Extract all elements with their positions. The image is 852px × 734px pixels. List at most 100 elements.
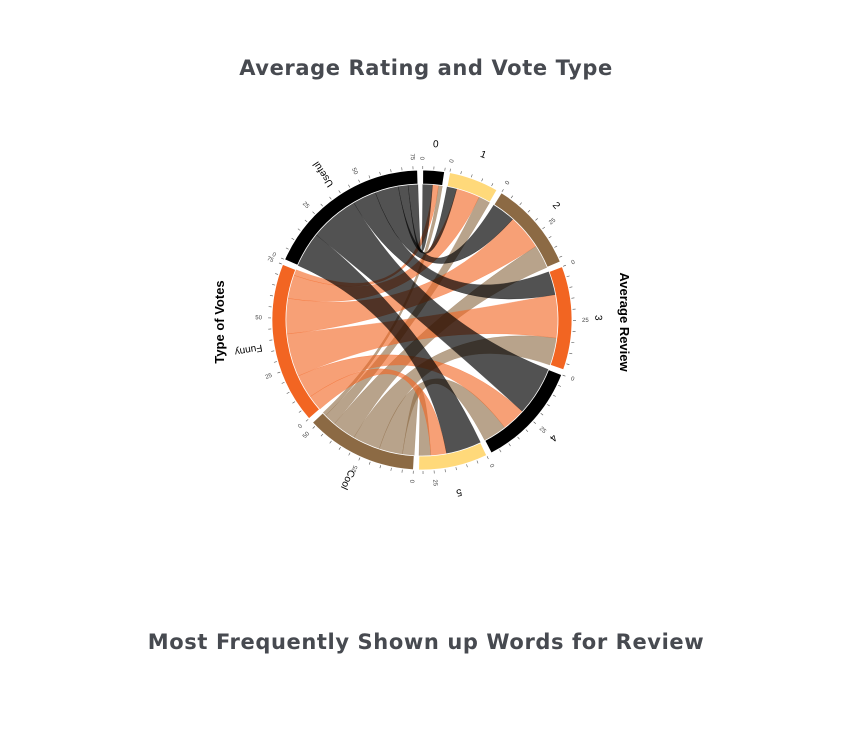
- tick-vote-funny: [271, 350, 275, 352]
- tick-rating-5: [466, 464, 468, 468]
- tick-vote-funny: [272, 284, 276, 286]
- tick-vote-useful: [338, 190, 341, 194]
- tick-vote-cool: [358, 457, 361, 461]
- tick-rating-4: [552, 394, 556, 397]
- group-label-vote-funny: Funny: [234, 342, 263, 358]
- arc-rating-2: [493, 192, 561, 268]
- tick-rating-3: [566, 363, 570, 365]
- tick-vote-funny: [278, 262, 282, 265]
- tick-label-rating-3: 25: [582, 318, 589, 324]
- tick-vote-useful: [297, 228, 301, 231]
- tick-vote-cool: [338, 447, 341, 450]
- tick-vote-funny: [298, 410, 302, 413]
- chord-groups: 0001025202530254025502550Cool0255075Funn…: [234, 139, 604, 498]
- tick-label-rating-1: 0: [449, 158, 456, 163]
- arc-rating-3: [548, 266, 573, 371]
- tick-vote-useful: [291, 237, 295, 240]
- tick-vote-useful: [312, 211, 315, 215]
- tick-label-rating-4: 25: [538, 426, 547, 435]
- tick-rating-2: [559, 255, 563, 258]
- tick-rating-2: [501, 189, 504, 193]
- tick-label-vote-funny: 75: [266, 256, 275, 264]
- tick-rating-2: [542, 226, 546, 230]
- tick-rating-2: [554, 245, 558, 248]
- tick-vote-useful: [320, 203, 323, 207]
- tick-rating-3: [563, 264, 567, 267]
- tick-vote-funny: [305, 419, 309, 422]
- tick-rating-5: [455, 467, 457, 471]
- tick-vote-useful: [329, 196, 332, 200]
- tick-vote-useful: [379, 171, 381, 175]
- left-axis-title: Type of Votes: [212, 280, 227, 363]
- tick-rating-4: [533, 421, 537, 424]
- tick-label-rating-2: 25: [548, 217, 557, 226]
- tick-rating-5: [476, 460, 479, 464]
- tick-rating-1: [471, 174, 473, 178]
- arc-vote-cool: [311, 412, 415, 471]
- tick-rating-5: [486, 456, 489, 460]
- tick-vote-funny: [286, 391, 290, 394]
- tick-label-rating-4: 0: [570, 376, 576, 383]
- tick-label-vote-funny: 0: [297, 423, 304, 430]
- tick-vote-cool: [390, 467, 392, 471]
- tick-vote-useful: [358, 179, 361, 183]
- tick-rating-3: [569, 286, 573, 288]
- tick-rating-1: [491, 183, 494, 187]
- tick-vote-funny: [277, 371, 281, 374]
- arc-rating-0: [422, 169, 446, 187]
- chord-ribbons: [285, 183, 559, 457]
- right-axis-title: Average Review: [617, 272, 632, 372]
- arc-rating-5: [418, 442, 488, 471]
- tick-vote-cool: [320, 433, 324, 437]
- tick-vote-cool: [329, 440, 332, 444]
- group-label-rating-4: 4: [547, 432, 559, 444]
- tick-vote-cool: [312, 426, 316, 429]
- group-label-rating-0: 0: [433, 139, 440, 150]
- tick-rating-2: [510, 195, 514, 199]
- tick-rating-4: [525, 429, 529, 432]
- tick-vote-useful: [348, 184, 351, 188]
- tick-vote-cool: [379, 465, 382, 469]
- tick-rating-3: [566, 275, 570, 278]
- tick-rating-2: [527, 209, 531, 213]
- group-label-rating-1: 1: [479, 149, 488, 161]
- arc-rating-1: [446, 172, 498, 203]
- tick-label-rating-0: 0: [420, 156, 426, 160]
- section-title: Most Frequently Shown up Words for Revie…: [147, 630, 705, 654]
- tick-label-vote-cool: 25: [351, 464, 359, 473]
- group-label-rating-5: 5: [455, 486, 463, 498]
- group-label-rating-3: 3: [592, 315, 603, 321]
- group-label-rating-2: 2: [550, 200, 562, 212]
- group-label-vote-useful: Useful: [311, 159, 336, 189]
- tick-label-rating-2: 0: [505, 180, 512, 187]
- tick-vote-funny: [273, 361, 277, 363]
- tick-rating-4: [558, 384, 562, 387]
- tick-label-vote-useful: 75: [409, 153, 415, 161]
- tick-vote-useful: [304, 219, 308, 223]
- tick-vote-funny: [292, 401, 296, 404]
- group-label-vote-cool: Cool: [338, 468, 357, 491]
- tick-vote-cool: [348, 452, 351, 456]
- arc-vote-useful: [284, 169, 419, 266]
- tick-rating-2: [519, 202, 522, 206]
- chart-title: Average Rating and Vote Type: [239, 56, 613, 80]
- tick-label-vote-funny: 50: [255, 315, 262, 321]
- tick-rating-2: [548, 236, 552, 239]
- tick-vote-useful: [280, 257, 284, 260]
- tick-label-rating-5: 0: [488, 463, 495, 469]
- tick-vote-useful: [368, 175, 371, 179]
- tick-rating-1: [449, 168, 451, 172]
- tick-rating-3: [569, 352, 573, 355]
- tick-label-vote-funny: 25: [265, 373, 274, 381]
- arc-vote-funny: [271, 263, 321, 420]
- tick-rating-4: [562, 374, 566, 377]
- tick-rating-1: [481, 178, 484, 182]
- arc-rating-4: [484, 369, 563, 454]
- tick-vote-funny: [281, 381, 285, 384]
- tick-label-vote-useful: 50: [350, 167, 358, 176]
- tick-rating-4: [540, 413, 544, 416]
- tick-vote-useful: [390, 169, 392, 173]
- tick-label-rating-5: 25: [431, 479, 438, 487]
- tick-rating-4: [499, 449, 502, 453]
